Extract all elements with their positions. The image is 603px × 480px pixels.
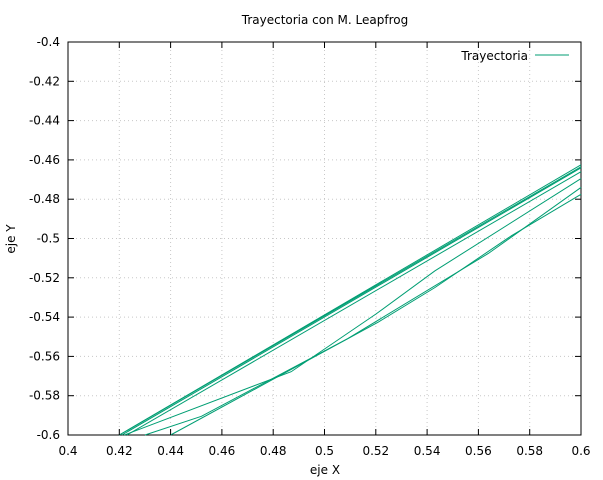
x-tick-label: 0.52 bbox=[362, 444, 389, 458]
series-lines bbox=[119, 164, 582, 436]
x-tick-label: 0.5 bbox=[315, 444, 334, 458]
x-tick-labels: 0.4 0.42 0.44 0.46 0.48 0.5 0.52 0.54 0.56 0.58 0.… bbox=[58, 444, 590, 458]
y-tick-label: -0.44 bbox=[29, 114, 60, 128]
axis-ticks bbox=[67, 41, 582, 436]
y-tick-label: -0.56 bbox=[29, 349, 60, 363]
x-tick-label: 0.48 bbox=[260, 444, 287, 458]
x-tick-label: 0.56 bbox=[465, 444, 492, 458]
y-tick-label: -0.54 bbox=[29, 310, 60, 324]
y-tick-label: -0.4 bbox=[37, 35, 60, 49]
y-tick-label: -0.5 bbox=[37, 232, 60, 246]
y-tick-label: -0.58 bbox=[29, 389, 60, 403]
trajectory-segment bbox=[170, 193, 582, 436]
x-tick-label: 0.58 bbox=[516, 444, 543, 458]
x-tick-label: 0.54 bbox=[414, 444, 441, 458]
x-tick-label: 0.46 bbox=[209, 444, 236, 458]
x-tick-label: 0.44 bbox=[157, 444, 184, 458]
y-tick-labels: -0.4 -0.42 -0.44 -0.46 -0.48 -0.5 -0.52 -0.54 -0… bbox=[29, 35, 60, 442]
x-tick-label: 0.42 bbox=[106, 444, 133, 458]
x-tick-label: 0.6 bbox=[571, 444, 590, 458]
legend-label: Trayectoria bbox=[460, 49, 528, 63]
grid-lines bbox=[68, 42, 581, 435]
x-axis-title: eje X bbox=[310, 463, 340, 477]
trajectory-segment bbox=[126, 171, 582, 436]
y-tick-label: -0.46 bbox=[29, 153, 60, 167]
chart-title: Trayectoria con M. Leapfrog bbox=[241, 13, 408, 27]
x-tick-label: 0.4 bbox=[58, 444, 77, 458]
y-tick-label: -0.6 bbox=[37, 428, 60, 442]
y-tick-label: -0.48 bbox=[29, 192, 60, 206]
trajectory-segment bbox=[124, 178, 582, 436]
y-tick-label: -0.52 bbox=[29, 271, 60, 285]
y-tick-label: -0.42 bbox=[29, 74, 60, 88]
trajectory-segment bbox=[144, 187, 582, 436]
legend: Trayectoria bbox=[460, 49, 569, 63]
trajectory-segment bbox=[121, 167, 582, 436]
trajectory-segment bbox=[119, 166, 582, 436]
y-axis-title: eje Y bbox=[4, 224, 18, 254]
